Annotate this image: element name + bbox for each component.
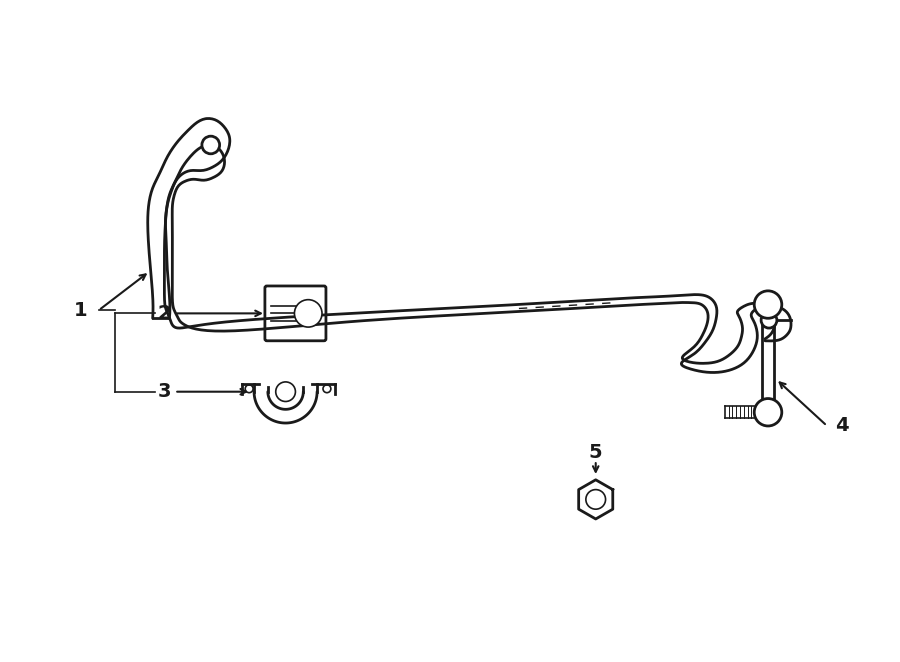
Text: 1: 1 <box>74 301 87 320</box>
Text: 2: 2 <box>158 304 171 323</box>
Circle shape <box>275 382 295 401</box>
Polygon shape <box>579 480 613 519</box>
Text: 5: 5 <box>589 443 602 462</box>
Circle shape <box>294 300 322 327</box>
Circle shape <box>761 312 777 328</box>
Text: 3: 3 <box>158 382 171 401</box>
Circle shape <box>754 291 782 318</box>
Text: 4: 4 <box>835 416 849 436</box>
Circle shape <box>586 490 606 509</box>
Circle shape <box>202 136 220 154</box>
Circle shape <box>754 399 782 426</box>
